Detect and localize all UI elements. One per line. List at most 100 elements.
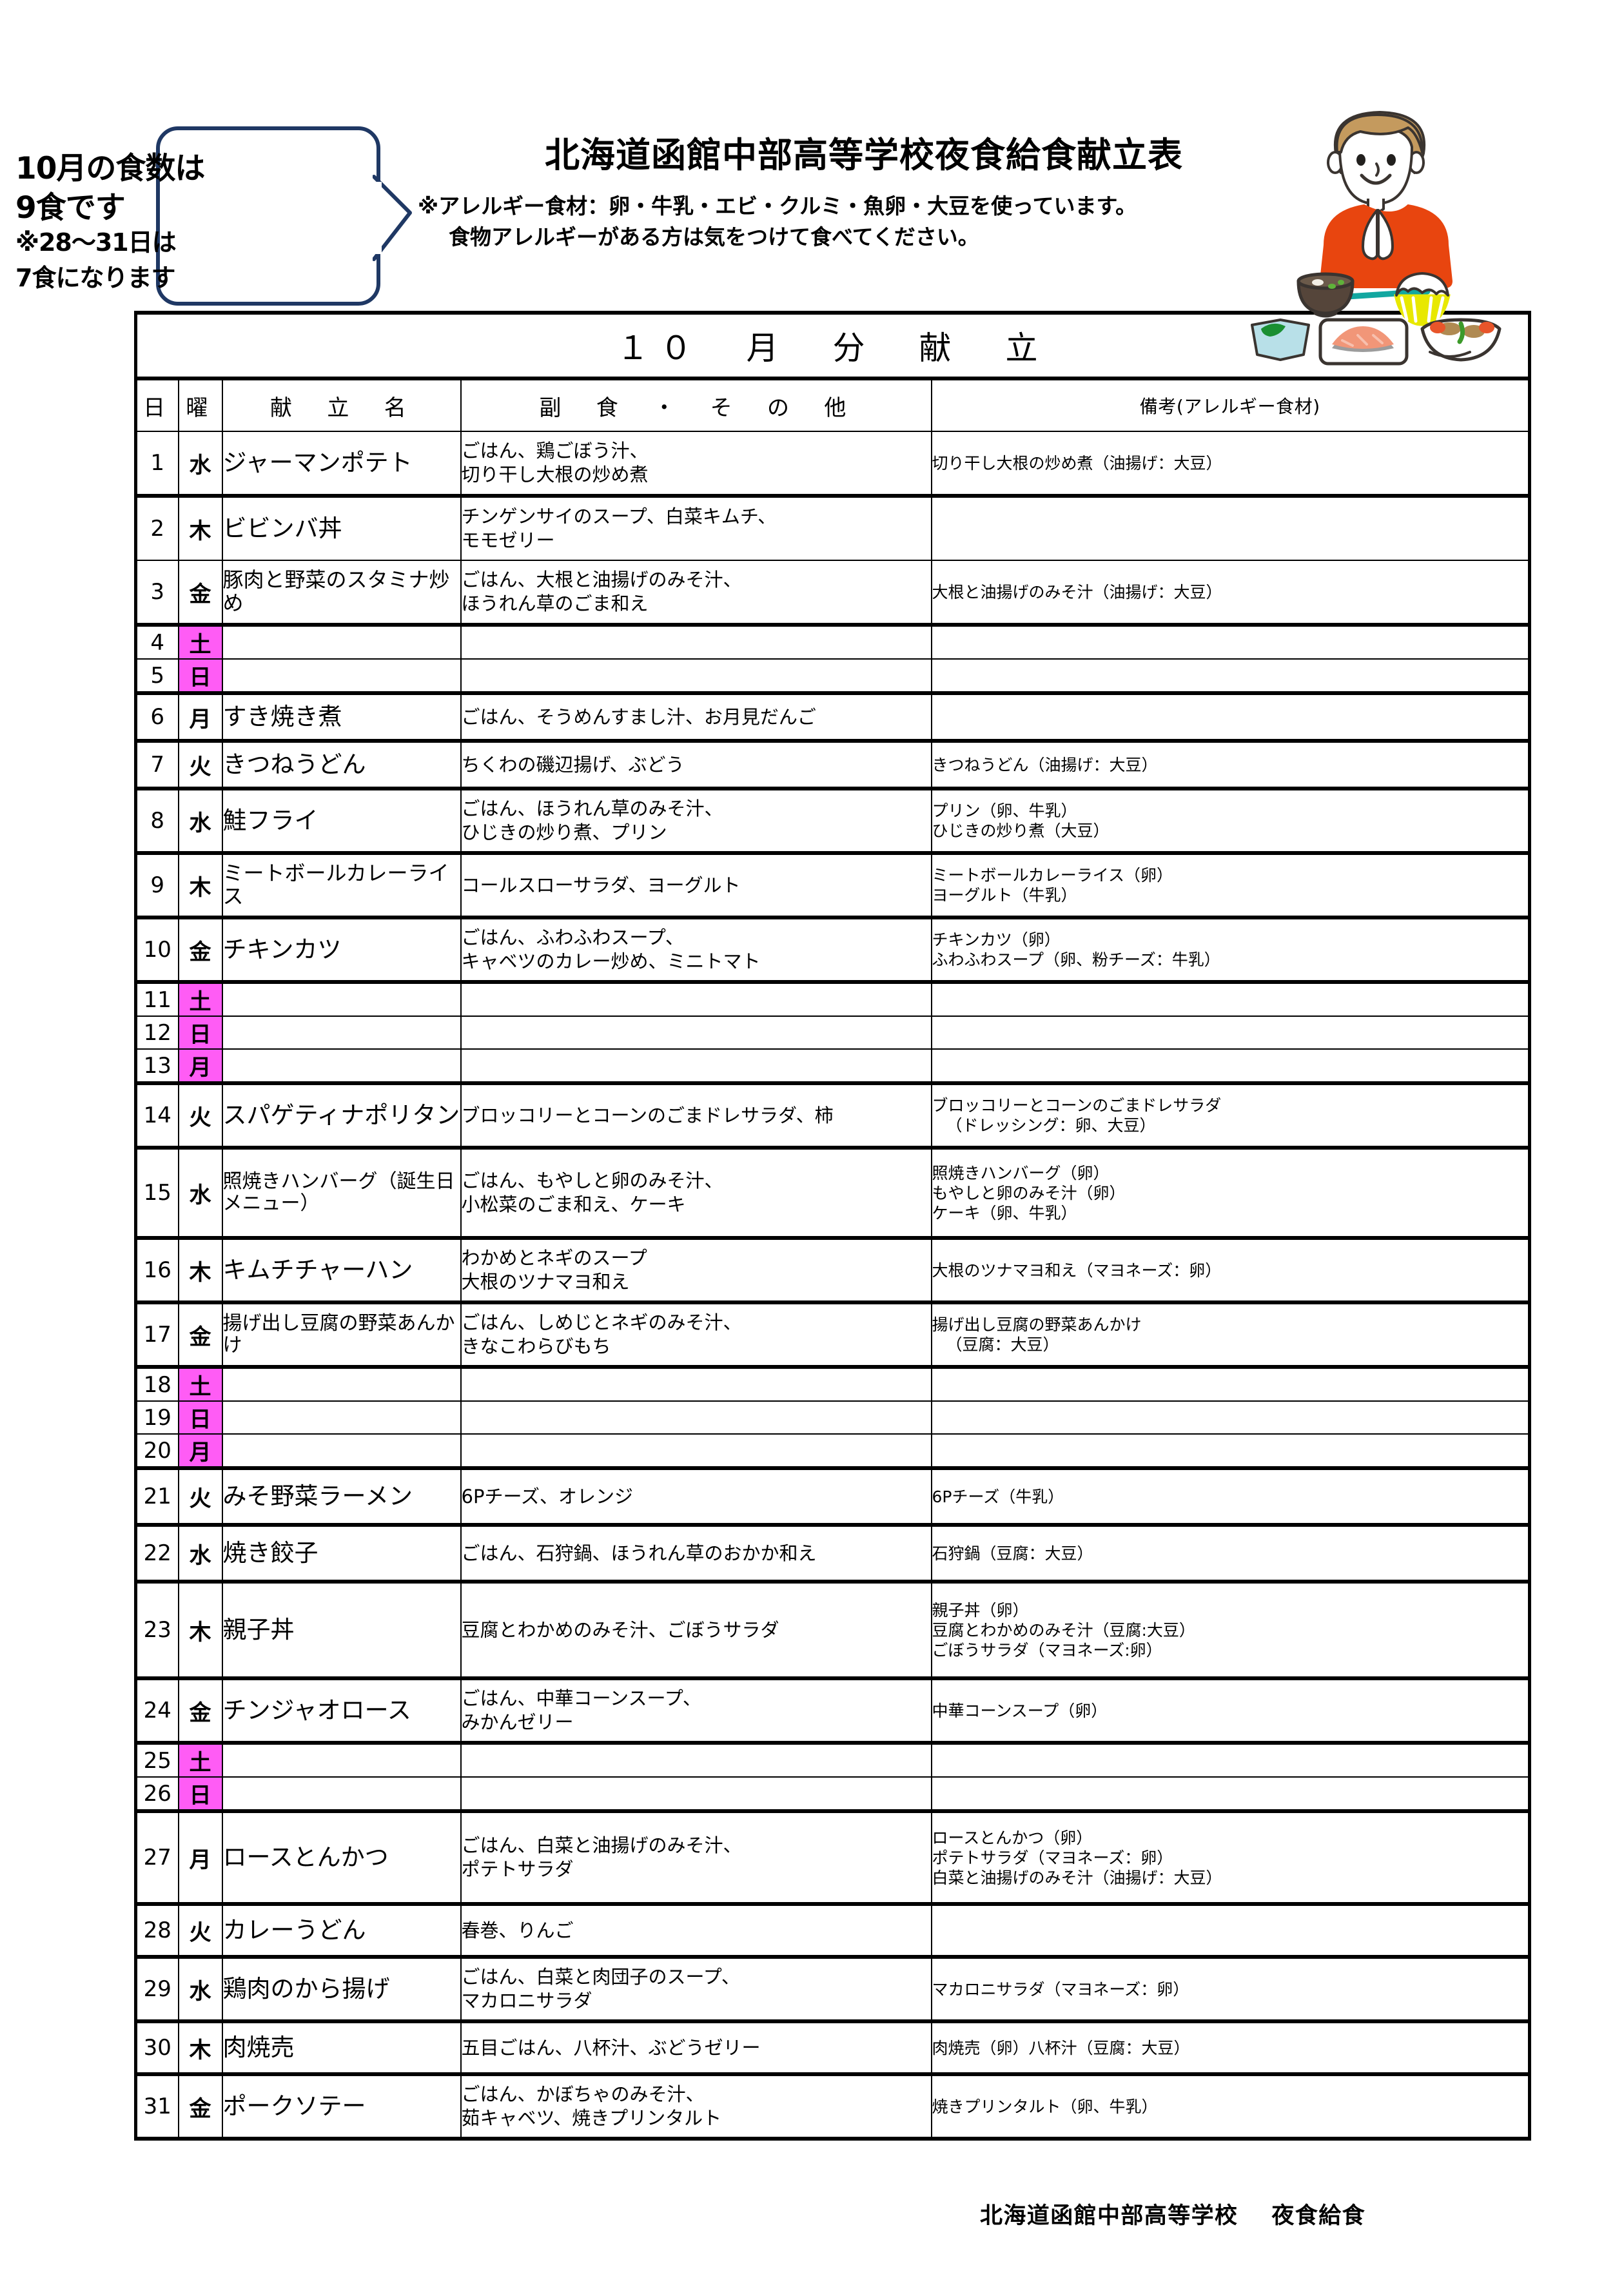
boy-eating-meal-illustration xyxy=(1296,111,1453,326)
cell-side-dishes: ごはん、中華コーンスープ、 みかんゼリー xyxy=(460,1678,932,1745)
cell-main-dish: 照焼きハンバーグ（誕生日メニュー） xyxy=(221,1147,462,1240)
table-row: 16 木キムチチャーハン わかめとネギのスープ 大根のツナマヨ和え 大根のツナマヨ和え（… xyxy=(134,1237,1531,1304)
allergy-note-line: （ドレッシング：卵、大豆） xyxy=(946,1116,1156,1135)
side-dish-line: ブロッコリーとコーンのごまドレサラダ、柿 xyxy=(461,1104,834,1126)
cell-main-dish: 鮭フライ xyxy=(221,788,462,855)
cell-side-dishes: ごはん、ほうれん草のみそ汁、 ひじきの炒り煮、プリン xyxy=(460,788,932,855)
side-dish-line: ひじきの炒り煮、プリン xyxy=(461,821,667,843)
table-row: 20 月 xyxy=(134,1433,1531,1470)
cell-allergy-note xyxy=(930,624,1531,660)
cell-side-dishes: 6Pチーズ、オレンジ xyxy=(460,1467,932,1527)
allergy-note-line: 親子丼（卵） xyxy=(932,1600,1029,1620)
table-row: 23 木親子丼 豆腐とわかめのみそ汁、ごぼうサラダ 親子丼（卵） 豆腐とわかめのみそ汁（… xyxy=(134,1581,1531,1680)
cell-side-dishes: わかめとネギのスープ 大根のツナマヨ和え xyxy=(460,1237,932,1304)
cell-side-dishes xyxy=(460,1742,932,1778)
cell-main-dish: ミートボールカレーライス xyxy=(221,852,462,919)
side-dish-line: ほうれん草のごま和え xyxy=(461,593,649,614)
cell-main-dish: チンジャオロース xyxy=(221,1678,462,1745)
cell-day: 8 xyxy=(134,788,179,855)
cell-day: 14 xyxy=(134,1083,179,1150)
column-header-note: 備考(アレルギー食材) xyxy=(930,377,1531,432)
cell-day-of-week: 月 xyxy=(177,1048,223,1085)
cell-allergy-note xyxy=(930,1903,1531,1959)
cell-day-of-week: 木 xyxy=(177,1581,223,1680)
cell-allergy-note: きつねうどん（油揚げ：大豆） xyxy=(930,740,1531,790)
cell-day-of-week: 土 xyxy=(177,624,223,660)
side-dish-line: 小松菜のごま和え、ケーキ xyxy=(461,1193,686,1215)
cell-allergy-note: 石狩鍋（豆腐：大豆） xyxy=(930,1524,1531,1584)
cell-main-dish xyxy=(221,1366,462,1402)
cell-main-dish: みそ野菜ラーメン xyxy=(221,1467,462,1527)
cell-day-of-week: 火 xyxy=(177,1467,223,1527)
cell-side-dishes xyxy=(460,981,932,1017)
cell-day-of-week: 金 xyxy=(177,2074,223,2141)
cell-main-dish: チキンカツ xyxy=(221,917,462,984)
table-row: 12 日 xyxy=(134,1016,1531,1050)
cell-day: 10 xyxy=(134,917,179,984)
cell-main-dish xyxy=(221,1742,462,1778)
cell-day-of-week: 金 xyxy=(177,1678,223,1745)
cell-side-dishes: ちくわの磯辺揚げ、ぶどう xyxy=(460,740,932,790)
cell-day: 27 xyxy=(134,1810,179,1906)
cell-side-dishes: ブロッコリーとコーンのごまドレサラダ、柿 xyxy=(460,1083,932,1150)
table-row: 27 月ロースとんかつ ごはん、白菜と油揚げのみそ汁、 ポテトサラダ ロースとんかつ（卵… xyxy=(134,1810,1531,1906)
cell-main-dish xyxy=(221,1433,462,1470)
cell-allergy-note: 中華コーンスープ（卵） xyxy=(930,1678,1531,1745)
cell-allergy-note: 親子丼（卵） 豆腐とわかめのみそ汁（豆腐:大豆） ごぼうサラダ（マヨネーズ:卵） xyxy=(930,1581,1531,1680)
allergy-note-line: ケーキ（卵、牛乳） xyxy=(932,1203,1077,1222)
allergy-note-line: プリン（卵、牛乳） xyxy=(932,801,1077,820)
table-row: 3 金豚肉と野菜のスタミナ炒め ごはん、大根と油揚げのみそ汁、 ほうれん草のごま和え大… xyxy=(134,560,1531,627)
cell-main-dish xyxy=(221,1776,462,1813)
cell-day-of-week: 金 xyxy=(177,1302,223,1369)
allergy-note-line: ブロッコリーとコーンのごまドレサラダ xyxy=(932,1096,1222,1115)
cell-allergy-note xyxy=(930,981,1531,1017)
table-row: 26 日 xyxy=(134,1776,1531,1813)
cell-allergy-note xyxy=(930,692,1531,743)
cell-allergy-note: チキンカツ（卵） ふわふわスープ（卵、粉チーズ：牛乳） xyxy=(930,917,1531,984)
cell-side-dishes: ごはん、かぼちゃのみそ汁、 茹キャベツ、焼きプリンタルト xyxy=(460,2074,932,2141)
cell-side-dishes: ごはん、ふわふわスープ、 キャベツのカレー炒め、ミニトマト xyxy=(460,917,932,984)
cell-allergy-note: ミートボールカレーライス（卵） ヨーグルト（牛乳） xyxy=(930,852,1531,919)
cell-day-of-week: 月 xyxy=(177,1810,223,1906)
cell-day: 25 xyxy=(134,1742,179,1778)
callout-line-3: ※28〜31日は xyxy=(15,228,177,257)
cell-side-dishes: コールスローサラダ、ヨーグルト xyxy=(460,852,932,919)
table-row: 14 火スパゲティナポリタン ブロッコリーとコーンのごまドレサラダ、柿 ブロッコリーと… xyxy=(134,1083,1531,1150)
cell-main-dish: 焼き餃子 xyxy=(221,1524,462,1584)
side-dish-line: ごはん、白菜と肉団子のスープ、 xyxy=(461,1966,740,1988)
allergy-note-line: マカロニサラダ（マヨネーズ：卵） xyxy=(932,1979,1189,1999)
table-row: 10 金チキンカツ ごはん、ふわふわスープ、 キャベツのカレー炒め、ミニトマト チキンカ… xyxy=(134,917,1531,984)
side-dish-line: ごはん、ふわふわスープ、 xyxy=(461,927,684,949)
cell-day: 30 xyxy=(134,2021,179,2076)
table-header-row: 日 曜 献 立 名 副 食 ・ そ の 他 備考(アレルギー食材) xyxy=(134,377,1531,432)
cell-main-dish xyxy=(221,1048,462,1085)
allergy-note-line: きつねうどん（油揚げ：大豆） xyxy=(932,755,1158,774)
table-row: 2 木ビビンバ丼 チンゲンサイのスープ、白菜キムチ、 モモゼリー xyxy=(134,495,1531,561)
side-dish-line: チンゲンサイのスープ、白菜キムチ、 xyxy=(461,505,777,528)
table-row: 25 土 xyxy=(134,1742,1531,1778)
table-row: 11 土 xyxy=(134,981,1531,1017)
cell-allergy-note: 焼きプリンタルト（卵、牛乳） xyxy=(930,2074,1531,2141)
allergy-note-line: 白菜と油揚げのみそ汁（油揚げ：大豆） xyxy=(932,1868,1222,1887)
cell-day-of-week: 日 xyxy=(177,1016,223,1050)
table-row: 17 金揚げ出し豆腐の野菜あんかけ ごはん、しめじとネギのみそ汁、 きなこわらびもち揚… xyxy=(134,1302,1531,1369)
cell-main-dish: キムチチャーハン xyxy=(221,1237,462,1304)
side-dish-line: ごはん、中華コーンスープ、 xyxy=(461,1687,701,1710)
side-dish-line: 五目ごはん、八杯汁、ぶどうゼリー xyxy=(461,2036,761,2059)
cell-day-of-week: 金 xyxy=(177,917,223,984)
cell-day-of-week: 土 xyxy=(177,981,223,1017)
table-row: 28 火カレーうどん 春巻、りんご xyxy=(134,1903,1531,1959)
cell-main-dish xyxy=(221,981,462,1017)
column-header-day: 日 xyxy=(134,377,179,432)
cell-day-of-week: 木 xyxy=(177,852,223,919)
cell-day: 1 xyxy=(134,431,179,498)
cell-day-of-week: 火 xyxy=(177,1903,223,1959)
table-row: 7 火きつねうどん ちくわの磯辺揚げ、ぶどう きつねうどん（油揚げ：大豆） xyxy=(134,740,1531,790)
cell-day: 4 xyxy=(134,624,179,660)
side-dish-line: ごはん、白菜と油揚げのみそ汁、 xyxy=(461,1834,742,1857)
allergy-note-line: 中華コーンスープ（卵） xyxy=(932,1701,1108,1720)
callout-tail-icon xyxy=(373,175,412,261)
cell-day: 16 xyxy=(134,1237,179,1304)
allergy-note-line: 照焼きハンバーグ（卵） xyxy=(932,1163,1110,1182)
